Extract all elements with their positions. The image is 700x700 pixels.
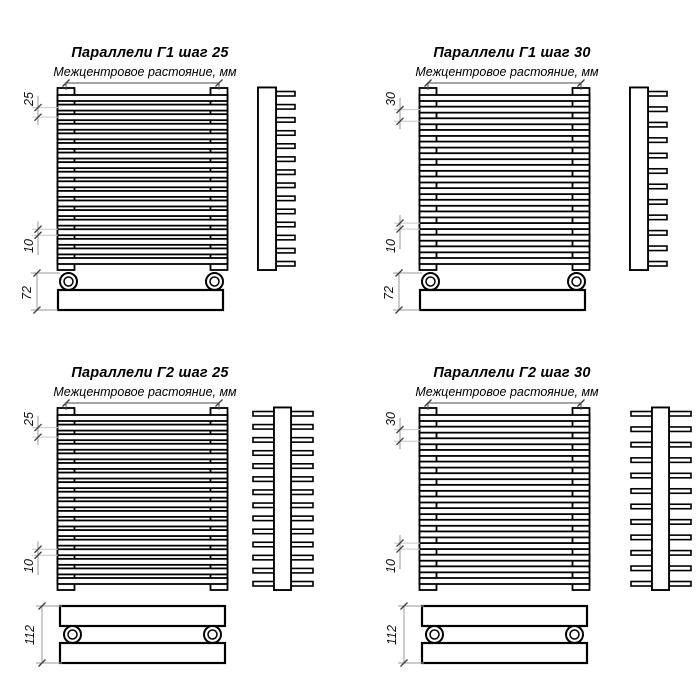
diagram-subtitle: Межцентровое растояние, мм bbox=[53, 65, 237, 79]
tube-height-dimension-label: 10 bbox=[384, 239, 398, 253]
diagram-title: Параллели Г1 шаг 30 bbox=[433, 45, 591, 61]
quadrant-drawing-1 bbox=[393, 79, 668, 314]
diagram-subtitle: Межцентровое растояние, мм bbox=[415, 65, 599, 79]
step-dimension-label: 30 bbox=[384, 92, 398, 106]
collector-height-dimension-label: 72 bbox=[382, 286, 396, 300]
collector-height-dimension-label: 112 bbox=[385, 625, 399, 645]
diagram-title: Параллели Г2 шаг 30 bbox=[433, 365, 591, 381]
diagram-subtitle: Межцентровое растояние, мм bbox=[415, 385, 599, 399]
diagram-title: Параллели Г1 шаг 25 bbox=[71, 45, 229, 61]
collector-height-dimension-label: 112 bbox=[23, 625, 37, 645]
tube-height-dimension-label: 10 bbox=[384, 559, 398, 573]
collector-height-dimension-label: 72 bbox=[20, 286, 34, 300]
step-dimension-label: 25 bbox=[22, 92, 36, 106]
diagram-title: Параллели Г2 шаг 25 bbox=[71, 365, 229, 381]
quadrant-drawing-2 bbox=[32, 399, 314, 667]
quadrant-drawing-0 bbox=[31, 79, 296, 314]
tube-height-dimension-label: 10 bbox=[22, 239, 36, 253]
tube-height-dimension-label: 10 bbox=[22, 559, 36, 573]
step-dimension-label: 25 bbox=[22, 412, 36, 426]
quadrant-drawing-3 bbox=[394, 399, 692, 667]
step-dimension-label: 30 bbox=[384, 412, 398, 426]
diagram-subtitle: Межцентровое растояние, мм bbox=[53, 385, 237, 399]
